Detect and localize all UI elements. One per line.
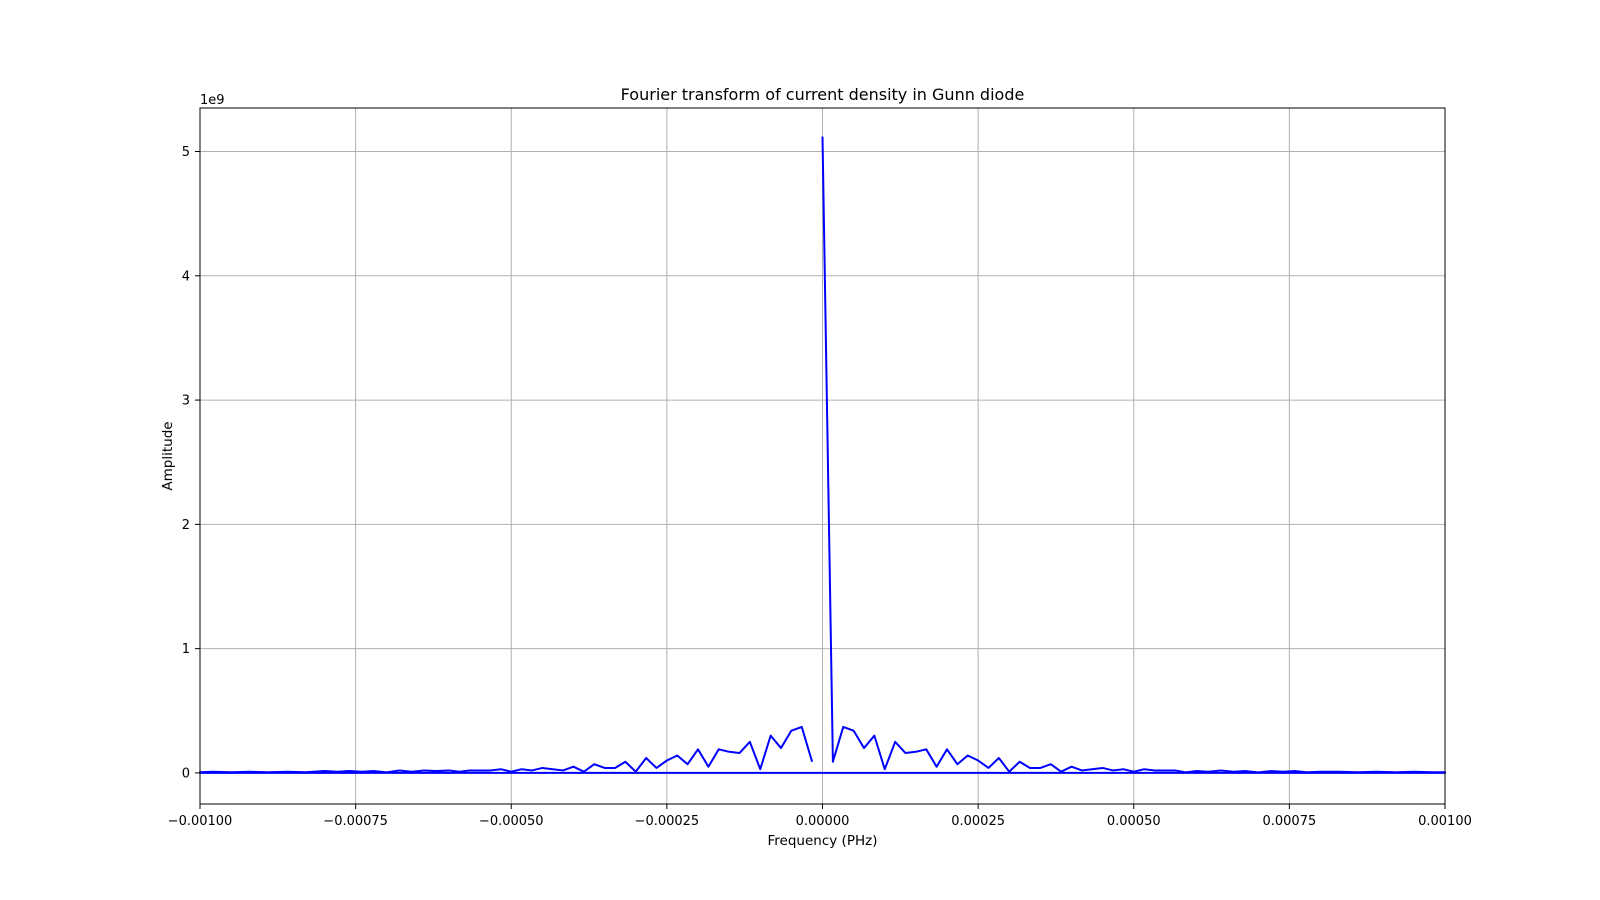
y-tick-label: 3	[182, 394, 190, 409]
x-tick-label: −0.00075	[323, 814, 388, 829]
x-tick-label: −0.00025	[635, 814, 700, 829]
y-axis-ticks: 0 1 2 3 4 5	[182, 145, 200, 781]
x-tick-label: 0.00075	[1262, 814, 1316, 829]
grid	[199, 108, 1446, 804]
y-tick-label: 5	[182, 145, 190, 160]
y-tick-label: 1	[182, 642, 190, 657]
x-tick-label: −0.00100	[168, 814, 233, 829]
y-tick-label: 0	[182, 766, 190, 781]
x-tick-label: 0.00100	[1418, 814, 1472, 829]
x-tick-label: 0.00000	[796, 814, 850, 829]
y-tick-label: 2	[182, 518, 190, 533]
x-tick-label: 0.00025	[951, 814, 1005, 829]
x-tick-label: 0.00050	[1107, 814, 1161, 829]
y-tick-label: 4	[182, 269, 190, 284]
x-tick-label: −0.00050	[479, 814, 544, 829]
chart-title: Fourier transform of current density in …	[621, 85, 1025, 104]
y-offset-label: 1e9	[200, 93, 225, 108]
x-axis-label: Frequency (PHz)	[768, 833, 878, 849]
y-axis-label: Amplitude	[160, 421, 176, 490]
x-axis-ticks: −0.00100 −0.00075 −0.00050 −0.00025 0.00000 0…	[168, 804, 1472, 829]
